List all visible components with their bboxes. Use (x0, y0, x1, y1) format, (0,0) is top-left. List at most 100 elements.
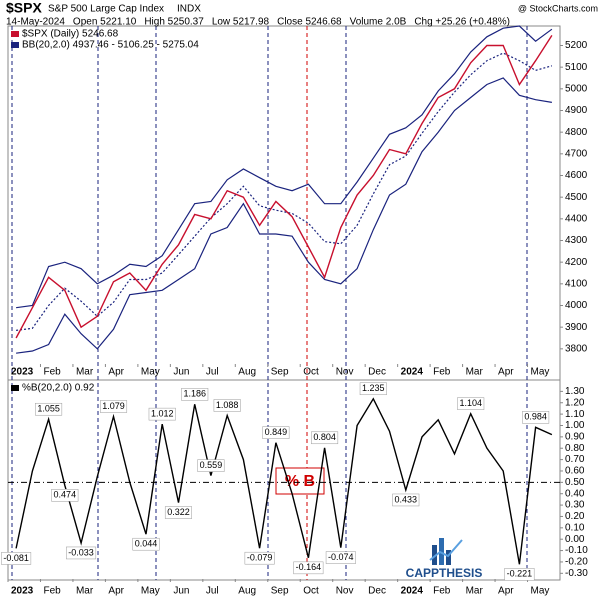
band-upper (16, 25, 553, 309)
y-tick-label: 4800 (565, 127, 588, 138)
value-label-text: -0.079 (247, 553, 273, 563)
y-tick-label: 0.30 (565, 500, 585, 511)
value-label-box (1, 552, 32, 565)
x-tick-label: Oct (303, 367, 319, 378)
value-label: 0.559 (197, 459, 225, 472)
value-label-text: 0.322 (167, 507, 190, 517)
annotation-box (275, 467, 325, 495)
legend-label: BB(20,2.0) 4937.46 - 5106.25 - 5275.04 (22, 40, 199, 51)
value-label-box (522, 411, 550, 424)
y-tick-label: 1.30 (565, 386, 585, 397)
value-label-text: 1.104 (459, 398, 482, 408)
y-tick-label: 1.20 (565, 397, 585, 408)
x-tick-label: Mar (76, 367, 94, 378)
value-label-text: 0.044 (135, 539, 158, 549)
x-tick-label: 2023 (11, 586, 34, 597)
x-tick-label: Feb (43, 367, 61, 378)
percent-b-panel (7, 379, 561, 581)
value-label-box (197, 459, 225, 472)
y-tick-label: 0.10 (565, 522, 585, 533)
x-tick-label: Aug (238, 586, 256, 597)
value-label-box (325, 551, 356, 564)
y-tick-label: 4100 (565, 278, 588, 289)
y-tick-label: 5000 (565, 83, 588, 94)
value-label-text: -0.164 (296, 562, 322, 572)
header-field: Low 5217.98 (212, 17, 270, 28)
exchange: INDX (177, 4, 201, 15)
value-label: 0.474 (51, 489, 79, 502)
value-label-box (504, 568, 535, 581)
value-label: -0.164 (293, 561, 324, 575)
legend-label: %B(20,2.0) 0.92 (22, 383, 95, 394)
y-tick-label: -0.20 (565, 557, 588, 568)
value-label: 0.984 (522, 411, 550, 424)
value-label: -0.081 (1, 552, 32, 565)
value-label-box (244, 551, 275, 565)
x-tick-label: Jun (173, 586, 189, 597)
value-label-box (457, 397, 485, 410)
value-label: 1.055 (35, 402, 63, 416)
value-label: 0.849 (262, 426, 290, 439)
y-tick-label: 5200 (565, 40, 588, 51)
value-label-text: 0.804 (313, 432, 336, 442)
value-label-box (293, 561, 324, 575)
logo-arrow (429, 539, 463, 561)
x-tick-label: Oct (303, 586, 319, 597)
legend-swatch (11, 42, 19, 48)
value-label-box (311, 431, 339, 445)
legend-swatch (11, 31, 19, 37)
x-tick-label: Mar (76, 586, 94, 597)
y-tick-label: -0.30 (565, 568, 588, 579)
x-tick-label: Nov (336, 586, 354, 597)
x-tick-label: Dec (368, 367, 386, 378)
value-label-text: -0.081 (3, 553, 29, 563)
value-label-text: 1.012 (151, 408, 174, 418)
x-tick-label: May (531, 367, 550, 378)
header-field: Volume 2.0B (350, 17, 407, 28)
x-tick-label: Jul (206, 367, 219, 378)
value-label-box (51, 489, 79, 502)
value-label-text: -0.033 (68, 547, 94, 557)
value-label-box (148, 407, 176, 421)
header: $SPX S&P 500 Large Cap Index INDX @ Stoc… (6, 0, 598, 16)
x-tick-label: Jul (206, 586, 219, 597)
logo-bar (446, 550, 451, 565)
value-label: 0.804 (311, 431, 339, 445)
value-label-text: -0.074 (328, 552, 354, 562)
value-label: 1.088 (213, 399, 241, 412)
y-tick-label: 0.80 (565, 443, 585, 454)
value-label-box (181, 388, 209, 401)
value-label-box (262, 426, 290, 439)
y-tick-label: 4600 (565, 170, 588, 181)
value-label-text: -0.221 (507, 569, 533, 579)
value-label-box (66, 546, 97, 560)
x-tick-label: Aug (238, 367, 256, 378)
y-tick-label: 0.50 (565, 477, 585, 488)
y-tick-label: 4400 (565, 213, 588, 224)
y-tick-label: 1.10 (565, 409, 585, 420)
value-label: 1.186 (181, 388, 209, 401)
x-tick-label: Apr (108, 367, 124, 378)
value-label: 1.012 (148, 407, 176, 421)
y-tick-label: 0.20 (565, 511, 585, 522)
y-tick-label: 0.40 (565, 488, 585, 499)
value-label: -0.033 (66, 546, 97, 560)
value-label-text: 0.474 (54, 490, 77, 500)
value-label: -0.221 (504, 568, 535, 581)
x-tick-label: Feb (433, 586, 451, 597)
x-tick-label: Apr (108, 586, 124, 597)
source: @ StockCharts.com (518, 3, 598, 13)
chart-title: $SPX (6, 0, 42, 16)
value-label-text: 1.186 (183, 389, 206, 399)
value-label: 0.044 (132, 537, 160, 551)
series-line (15, 35, 553, 339)
value-label: -0.079 (244, 551, 275, 565)
y-tick-label: -0.10 (565, 545, 588, 556)
logo: CAPPTHESIS (406, 538, 482, 580)
header-field: High 5250.37 (144, 17, 204, 28)
value-label-text: 0.849 (265, 427, 288, 437)
header-field: Close 5246.68 (277, 17, 342, 28)
header-field: Chg +25.26 (+0.48%) (414, 17, 510, 28)
y-tick-label: 4700 (565, 148, 588, 159)
